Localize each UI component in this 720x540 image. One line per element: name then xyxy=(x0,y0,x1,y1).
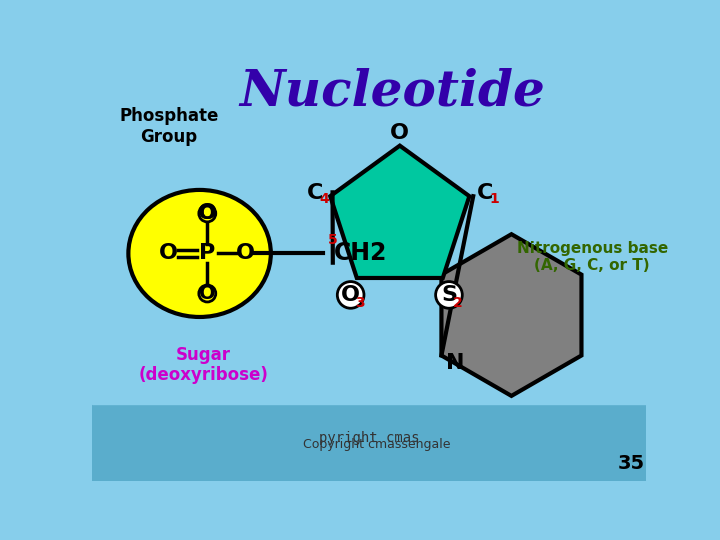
Text: C: C xyxy=(477,183,493,203)
Bar xyxy=(92,403,647,481)
Text: O: O xyxy=(199,204,215,223)
Text: Sugar
(deoxyribose): Sugar (deoxyribose) xyxy=(138,346,269,384)
Text: O: O xyxy=(390,123,409,143)
Text: Nitrogenous base
(A, G, C, or T): Nitrogenous base (A, G, C, or T) xyxy=(517,241,668,273)
Text: Copyright cmassengale: Copyright cmassengale xyxy=(303,438,451,451)
Text: O: O xyxy=(159,244,179,264)
Text: CH2: CH2 xyxy=(334,241,388,266)
Ellipse shape xyxy=(128,190,271,317)
Polygon shape xyxy=(330,146,469,278)
Text: P: P xyxy=(199,244,215,264)
Text: N: N xyxy=(446,353,464,373)
Text: O: O xyxy=(236,244,256,264)
Ellipse shape xyxy=(199,205,216,222)
Ellipse shape xyxy=(199,285,216,302)
Text: S: S xyxy=(441,285,457,305)
Text: 2: 2 xyxy=(454,295,463,309)
Text: pyright cmas: pyright cmas xyxy=(319,431,419,446)
Bar xyxy=(92,65,647,403)
Text: C: C xyxy=(307,183,323,203)
Text: O: O xyxy=(198,204,217,224)
Text: 3: 3 xyxy=(355,295,365,309)
Text: 5: 5 xyxy=(328,233,338,247)
Text: 1: 1 xyxy=(489,192,499,206)
Text: Nucleotide: Nucleotide xyxy=(239,68,545,116)
Text: O: O xyxy=(341,285,360,305)
Text: O: O xyxy=(199,284,215,303)
Bar xyxy=(92,408,647,481)
Text: Phosphate
Group: Phosphate Group xyxy=(119,107,218,146)
Text: 35: 35 xyxy=(617,454,644,473)
Polygon shape xyxy=(441,234,582,396)
Text: 4: 4 xyxy=(319,192,329,206)
